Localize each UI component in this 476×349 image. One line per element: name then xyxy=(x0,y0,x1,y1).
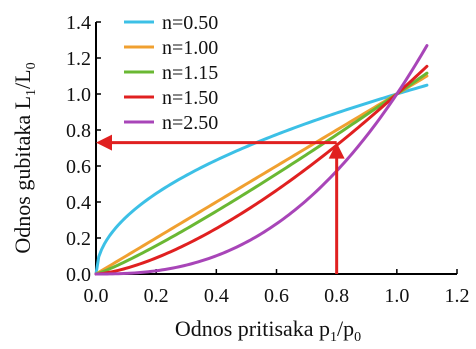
y-tick-label: 0.2 xyxy=(66,228,91,250)
y-tick-label: 1.2 xyxy=(66,48,91,70)
y-axis-label-mid: /L xyxy=(10,69,35,89)
x-axis-label-mid: /p xyxy=(337,316,354,341)
y-tick-label: 0.4 xyxy=(66,192,91,214)
legend-label: n=0.50 xyxy=(162,12,218,34)
series-line-n050 xyxy=(94,83,429,276)
legend-label: n=1.00 xyxy=(162,37,218,59)
y-tick-label: 0.8 xyxy=(66,120,91,142)
series-line-n115 xyxy=(94,71,429,276)
x-tick-label: 0.4 xyxy=(204,285,229,307)
x-axis-label: Odnos pritisaka p1/p0 xyxy=(175,316,361,345)
x-tick-label: 1.2 xyxy=(445,285,470,307)
x-tick-label: 0.8 xyxy=(324,285,349,307)
x-tick-label: 1.0 xyxy=(384,285,409,307)
legend-label: n=1.50 xyxy=(162,87,218,109)
series-line-n100 xyxy=(94,74,429,276)
x-axis-label-sub1: 1 xyxy=(330,330,337,345)
x-tick-label: 0.2 xyxy=(144,285,169,307)
y-tick-label: 0.0 xyxy=(66,264,91,286)
axes xyxy=(95,22,457,275)
x-axis-label-main: Odnos pritisaka p xyxy=(175,316,330,341)
legend-label: n=1.15 xyxy=(162,62,218,84)
x-tick-label: 0.0 xyxy=(84,285,109,307)
y-tick-label: 0.6 xyxy=(66,156,91,178)
y-tick-label: 1.4 xyxy=(66,12,91,34)
y-axis-label-main: Odnos gubitaka L xyxy=(10,96,35,254)
y-tick-label: 1.0 xyxy=(66,84,91,106)
annotation-up-arrowhead xyxy=(328,142,345,159)
x-axis-label-sub2: 0 xyxy=(354,330,361,345)
annotation-left-arrowhead xyxy=(96,134,112,151)
ticks: 0.0 0.2 0.4 0.6 0.8 1.0 1.2 1.4 0.0 0.2 0.4 0.6 0.8 1… xyxy=(66,12,470,307)
legend-label: n=2.50 xyxy=(162,112,218,134)
annotation xyxy=(96,134,345,274)
y-axis-label-sub1: 1 xyxy=(24,89,39,96)
curves xyxy=(94,44,429,276)
x-tick-label: 0.6 xyxy=(264,285,289,307)
y-axis-label-sub2: 0 xyxy=(24,62,39,69)
series-line-n150 xyxy=(94,64,429,276)
legend: n=0.50 n=1.00 n=1.15 n=1.50 n=2.50 xyxy=(124,12,218,134)
y-axis-label: Odnos gubitaka L1/L0 xyxy=(10,62,39,253)
series-line-n250 xyxy=(94,44,429,276)
